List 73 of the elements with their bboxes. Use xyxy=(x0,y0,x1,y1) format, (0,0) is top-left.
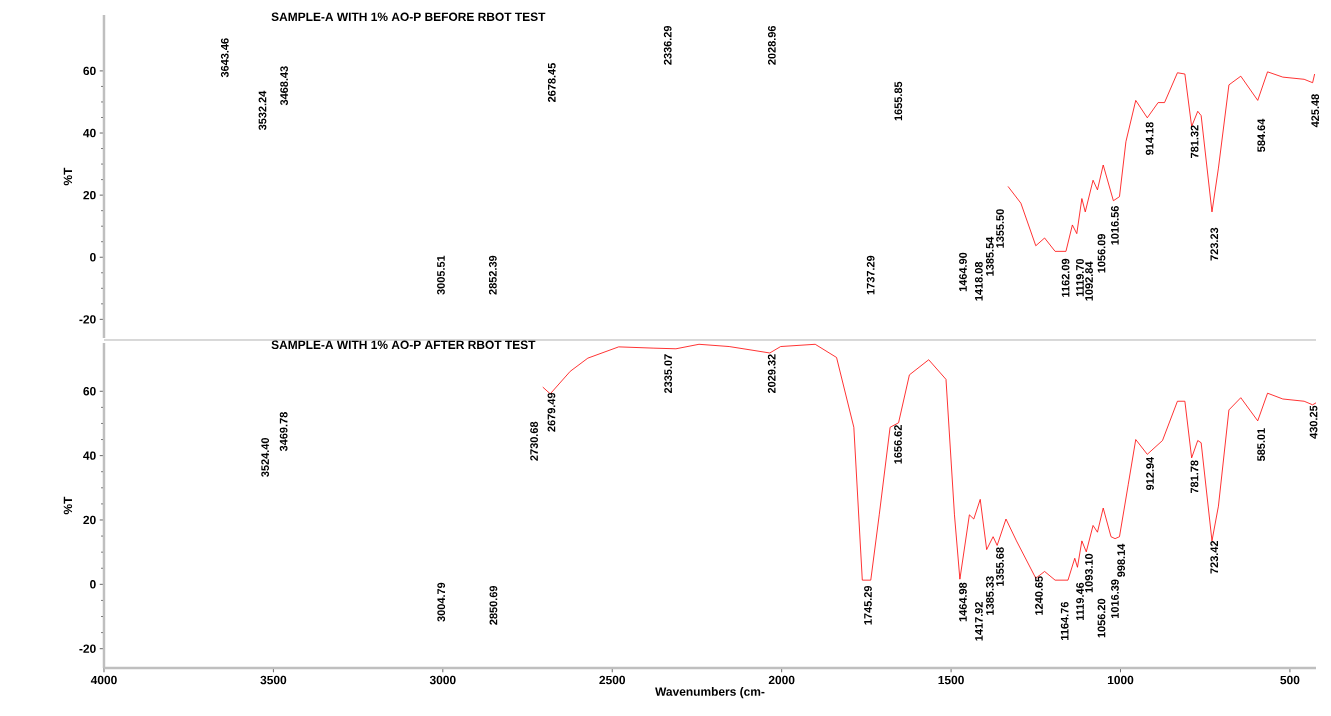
x-tick-label: 1500 xyxy=(938,675,964,685)
annotation: 1737.29 xyxy=(866,255,875,295)
annotation: 3643.46 xyxy=(220,38,229,78)
annotation: 2679.49 xyxy=(547,392,556,432)
annotation: 3469.78 xyxy=(279,412,288,452)
annotation: 1656.62 xyxy=(894,425,902,464)
annotation: 1240.65 xyxy=(1035,576,1043,615)
y-tick-label: -20 xyxy=(79,315,96,324)
chart-title: SAMPLE-A WITH 1% AO-P AFTER RBOT TEST xyxy=(271,340,536,349)
annotation: 3005.51 xyxy=(437,255,445,295)
x-axis-title: Wavenumbers (cm- xyxy=(655,687,765,699)
annotation: 1056.09 xyxy=(1097,234,1106,273)
annotation: 1016.39 xyxy=(1111,579,1119,619)
annotation: 781.78 xyxy=(1190,460,1199,494)
annotation: 3468.43 xyxy=(280,66,288,106)
y-tick-label: 0 xyxy=(90,253,96,262)
y-tick-label: 60 xyxy=(83,387,96,396)
y-tick-label: 40 xyxy=(83,451,96,460)
annotation: 1745.29 xyxy=(864,585,872,625)
y-tick-label: -20 xyxy=(79,644,96,653)
annotation: 1464.98 xyxy=(959,582,967,622)
annotation: 1355.68 xyxy=(996,547,1004,586)
annotation: 2850.69 xyxy=(489,585,498,625)
x-tick-label: 3500 xyxy=(260,675,287,685)
annotation: 1056.20 xyxy=(1097,598,1106,638)
y-tick-label: 0 xyxy=(90,580,96,589)
annotation: 3004.79 xyxy=(437,582,446,622)
annotation: 1162.09 xyxy=(1061,258,1070,297)
annotation: 1092.84 xyxy=(1085,261,1093,301)
x-tick-label: 2500 xyxy=(599,675,626,685)
y-axis-title: %T xyxy=(63,496,73,515)
annotation: 1016.56 xyxy=(1111,206,1119,245)
annotation: 998.14 xyxy=(1117,543,1126,577)
annotation: 2335.07 xyxy=(664,354,673,394)
x-tick-label: 2000 xyxy=(768,675,795,685)
y-axis-title: %T xyxy=(63,167,73,186)
annotation: 1385.54 xyxy=(985,236,994,276)
annotation: 3532.24 xyxy=(258,90,267,131)
annotation: 2336.29 xyxy=(663,25,672,65)
annotation: 1418.08 xyxy=(974,261,983,301)
annotation: 1417.92 xyxy=(975,602,983,641)
annotation: 1119.70 xyxy=(1076,258,1084,297)
chart-title: SAMPLE-A WITH 1% AO-P BEFORE RBOT TEST xyxy=(271,12,546,21)
annotation: 2028.96 xyxy=(767,25,776,65)
annotation: 1093.10 xyxy=(1085,553,1093,593)
annotation: 1119.46 xyxy=(1076,582,1084,621)
annotation: 2730.68 xyxy=(530,421,538,461)
x-tick-label: 1000 xyxy=(1107,675,1134,685)
annotation: 723.42 xyxy=(1210,540,1219,574)
annotation: 2852.39 xyxy=(488,255,497,295)
annotation: 430.25 xyxy=(1309,405,1318,439)
y-tick-label: 20 xyxy=(83,190,96,200)
annotation: 585.01 xyxy=(1257,428,1265,462)
y-tick-label: 60 xyxy=(83,66,96,76)
annotation: 2678.45 xyxy=(547,63,556,103)
annotation: 425.48 xyxy=(1311,94,1320,128)
annotation: 912.94 xyxy=(1146,456,1154,490)
annotation: 1385.33 xyxy=(986,576,994,615)
y-tick-label: 40 xyxy=(83,128,96,138)
x-tick-label: 4000 xyxy=(90,675,117,685)
x-tick-label: 3000 xyxy=(429,675,456,685)
annotation: 1355.50 xyxy=(996,209,1004,248)
annotation: 1464.90 xyxy=(959,252,967,292)
x-tick-label: 500 xyxy=(1280,675,1300,685)
annotation: 3524.40 xyxy=(261,437,270,477)
annotation: 1655.85 xyxy=(894,81,903,121)
annotation: 1164.76 xyxy=(1060,602,1069,640)
y-tick-label: 20 xyxy=(83,515,96,525)
annotation: 723.23 xyxy=(1210,227,1219,261)
annotation: 2029.32 xyxy=(767,354,776,394)
annotation: 584.64 xyxy=(1257,118,1266,152)
annotation: 914.18 xyxy=(1145,122,1154,155)
annotation: 781.32 xyxy=(1190,125,1199,158)
